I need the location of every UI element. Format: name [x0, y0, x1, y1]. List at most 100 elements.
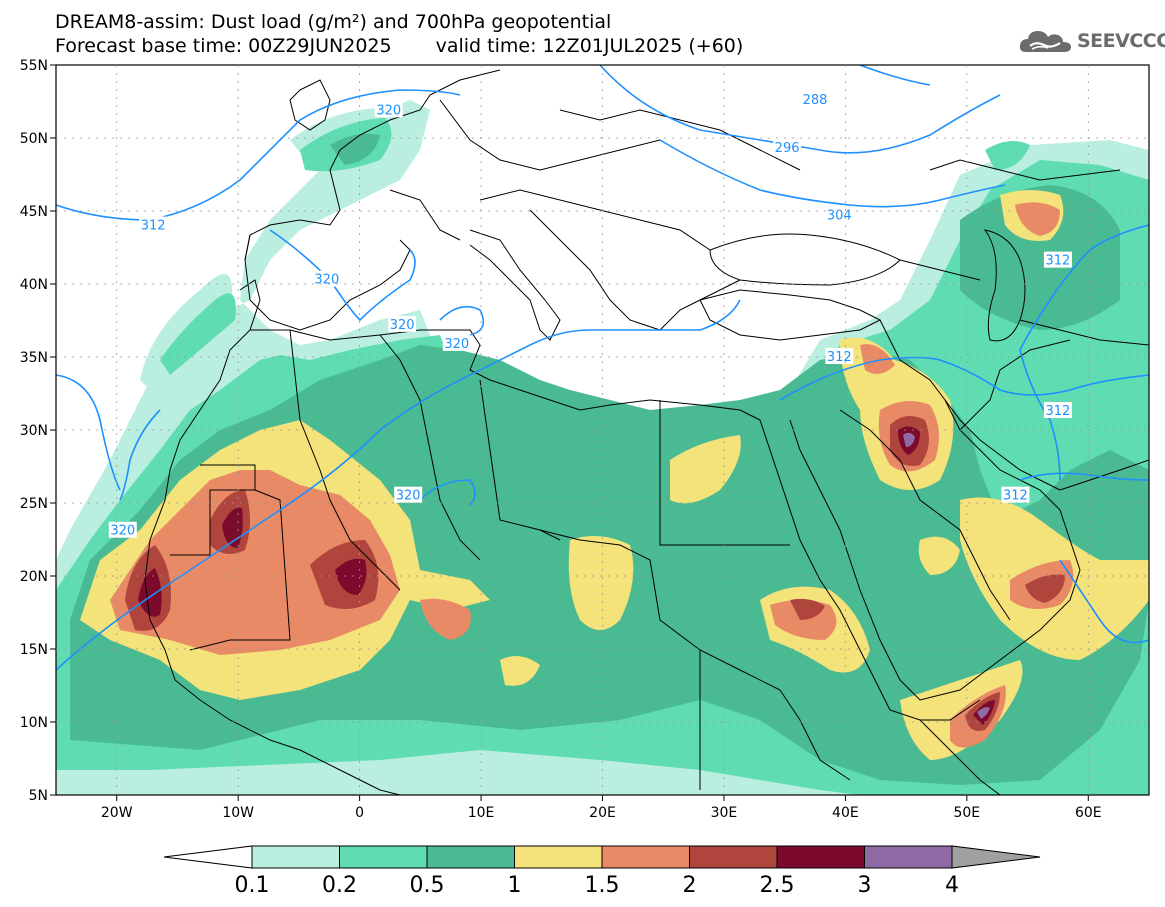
dust-area-level2 — [160, 293, 236, 375]
border — [659, 400, 790, 546]
contour-label-bg — [1043, 251, 1072, 268]
dust-area-level4 — [568, 536, 634, 630]
border — [879, 319, 946, 401]
lon-tick-label: 10W — [222, 805, 254, 821]
lat-tick-label: 45N — [20, 204, 48, 220]
colorbar-segment — [426, 845, 515, 869]
border — [959, 339, 1071, 431]
border — [289, 329, 401, 591]
contour-label-bg — [825, 206, 854, 223]
colorbar-segment — [514, 845, 603, 869]
contour-label-bg — [1043, 402, 1072, 419]
colorbar-segment — [864, 845, 953, 869]
dust-area-level5 — [860, 344, 895, 374]
contour-label-bg — [1001, 486, 1030, 503]
border — [899, 259, 981, 281]
lat-tick-label: 30N — [20, 423, 48, 439]
lat-tick-label: 25N — [20, 496, 48, 512]
dust-area-level5 — [420, 598, 471, 640]
contour-288 — [859, 65, 931, 86]
contour-320 — [269, 229, 416, 322]
border — [779, 689, 851, 781]
contour-312 — [56, 374, 121, 491]
contour-label-bg — [394, 486, 423, 503]
coastline-caspian — [983, 229, 1026, 342]
lon-tick-label: 30E — [711, 805, 738, 821]
coastline-britain — [289, 79, 331, 131]
dust-area-level3 — [330, 133, 380, 165]
latitude-axis: 55N 50N 45N 40N 35N 30N 25N 20N 15N 10N 5N — [20, 58, 1149, 804]
lon-tick-label: 60E — [1075, 805, 1102, 821]
border — [559, 109, 801, 171]
contour-label-bg — [388, 315, 417, 332]
dust-area-level6 — [1025, 574, 1065, 603]
colorbar-level-label: 3 — [858, 873, 872, 898]
contour-label-bg — [312, 270, 341, 287]
lat-tick-label: 15N — [20, 642, 48, 658]
contour-label: 312 — [827, 350, 852, 365]
colorbar-level-label: 2 — [683, 873, 697, 898]
contour-label: 320 — [390, 318, 415, 333]
lat-tick-label: 55N — [20, 58, 48, 74]
coastline-europe — [244, 69, 501, 261]
dust-area-level7 — [138, 568, 162, 617]
contour-label-bg — [801, 91, 830, 108]
contour-label: 304 — [827, 208, 852, 223]
colorbar-level-label: 4 — [945, 873, 959, 898]
lon-tick-label: 40E — [832, 805, 859, 821]
lon-tick-label: 50E — [953, 805, 980, 821]
dust-area-level8 — [977, 707, 990, 719]
contour-312 — [1019, 472, 1149, 481]
colorbar-segment — [339, 845, 428, 869]
logo-text: SEEVCCC — [1077, 30, 1165, 52]
coastline-iberia — [244, 234, 411, 331]
contour-320 — [439, 305, 485, 336]
contour-label: 312 — [141, 219, 166, 234]
contour-label: 312 — [1046, 404, 1071, 419]
contour-label-bg — [108, 521, 137, 538]
contour-320 — [419, 479, 476, 506]
border — [439, 99, 661, 171]
colorbar-level-label: 1.5 — [585, 873, 620, 898]
colorbar-under-triangle — [163, 845, 253, 869]
lat-tick-label: 20N — [20, 569, 48, 585]
colorbar-level-label: 0.2 — [322, 873, 357, 898]
dust-area-level4 — [500, 656, 540, 686]
contour-label: 320 — [376, 103, 401, 118]
lat-tick-label: 35N — [20, 350, 48, 366]
dust-area-level7 — [335, 558, 367, 595]
contour-312 — [1059, 559, 1149, 644]
border — [929, 159, 1121, 181]
contour-label-bg — [773, 139, 802, 156]
dust-field — [56, 100, 1149, 795]
border — [839, 409, 1011, 621]
colorbar-level-label: 0.5 — [410, 873, 445, 898]
border — [1059, 459, 1149, 491]
lon-tick-label: 20E — [589, 805, 616, 821]
colorbar-over-triangle — [951, 845, 1041, 869]
lon-tick-label: 20W — [101, 805, 133, 821]
border — [539, 529, 781, 691]
border — [479, 379, 561, 541]
contour-296 — [599, 65, 1001, 154]
contour-304 — [659, 139, 1006, 208]
contour-label-bg — [825, 348, 854, 364]
dust-area-level4 — [918, 536, 960, 575]
map-subtitle: Forecast base time: 00Z29JUN2025 valid ti… — [55, 36, 743, 56]
coastline-persian-gulf — [944, 399, 1061, 491]
colorbar-level-label: 1 — [508, 873, 522, 898]
lat-tick-label: 40N — [20, 277, 48, 293]
coastline-turkey — [699, 289, 882, 341]
dust-area-level4 — [670, 435, 741, 504]
seevccc-logo: SEEVCCC — [1018, 26, 1165, 56]
coastline-balkans — [529, 209, 741, 331]
cloud-icon — [1019, 31, 1071, 52]
border — [389, 189, 461, 241]
coastline-west-africa — [144, 279, 401, 795]
lon-tick-label: 0 — [355, 805, 364, 821]
forecast-valid-time: valid time: 12Z01JUL2025 (+60) — [435, 35, 744, 57]
coastline-horn-africa — [919, 719, 1001, 795]
map-title: DREAM8-assim: Dust load (g/m²) and 700hP… — [55, 11, 612, 33]
lat-tick-label: 10N — [20, 715, 48, 731]
